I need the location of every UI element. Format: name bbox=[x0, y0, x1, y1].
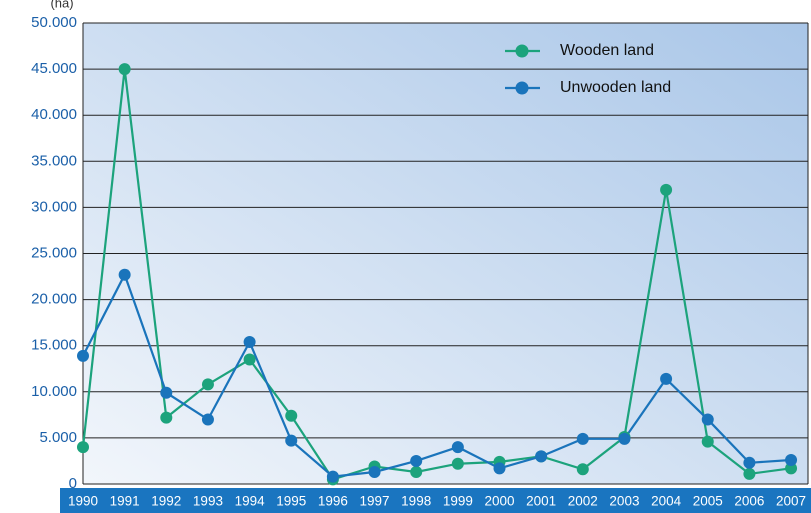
y-axis-unit: (ha) bbox=[50, 0, 73, 10]
point bbox=[785, 454, 798, 467]
x-axis-band bbox=[60, 488, 811, 513]
point bbox=[243, 353, 256, 366]
series-line bbox=[81, 68, 792, 481]
legend-label: Unwooden land bbox=[560, 79, 671, 96]
point bbox=[701, 413, 714, 426]
point bbox=[451, 457, 464, 470]
y-tick-label: 10.000 bbox=[31, 383, 77, 400]
y-tick-label: 0 bbox=[69, 475, 77, 492]
series-line bbox=[82, 271, 792, 478]
x-tick-label: 2002 bbox=[568, 494, 598, 509]
y-tick-label: 5.000 bbox=[39, 429, 77, 446]
point bbox=[160, 386, 173, 399]
x-tick-label: 2000 bbox=[484, 494, 514, 509]
point bbox=[535, 450, 548, 463]
point bbox=[201, 413, 214, 426]
point bbox=[743, 456, 756, 469]
x-tick-label: 2003 bbox=[609, 494, 639, 509]
point bbox=[576, 463, 589, 476]
point bbox=[285, 434, 298, 447]
point bbox=[785, 462, 798, 475]
point bbox=[77, 349, 89, 362]
y-tick-label: 20.000 bbox=[31, 291, 77, 308]
x-tick-label: 2006 bbox=[734, 494, 764, 509]
point bbox=[77, 441, 89, 454]
point bbox=[160, 411, 173, 424]
legend-marker bbox=[515, 81, 529, 95]
x-tick-label: 1999 bbox=[443, 494, 473, 509]
point bbox=[701, 435, 714, 448]
legend-marker bbox=[515, 44, 529, 58]
point bbox=[493, 462, 506, 475]
point bbox=[660, 183, 673, 196]
x-tick-label: 1994 bbox=[235, 494, 266, 509]
x-tick-label: 2004 bbox=[651, 494, 682, 509]
point bbox=[743, 467, 756, 480]
point bbox=[410, 454, 423, 467]
point bbox=[410, 466, 423, 479]
point bbox=[243, 336, 256, 349]
y-tick-label: 45.000 bbox=[31, 60, 77, 77]
point bbox=[451, 441, 464, 454]
x-tick-label: 2001 bbox=[526, 494, 556, 509]
x-tick-label: 1992 bbox=[151, 494, 181, 509]
x-tick-label: 1993 bbox=[193, 494, 223, 509]
y-tick-label: 30.000 bbox=[31, 198, 77, 215]
y-tick-label: 35.000 bbox=[31, 152, 77, 169]
legend-label: Wooden land bbox=[560, 42, 654, 59]
y-tick-label: 50.000 bbox=[31, 14, 77, 31]
point bbox=[576, 432, 589, 445]
point bbox=[285, 409, 298, 422]
x-tick-label: 1998 bbox=[401, 494, 431, 509]
point bbox=[201, 378, 214, 391]
y-tick-label: 40.000 bbox=[31, 106, 77, 123]
x-tick-label: 1996 bbox=[318, 494, 348, 509]
x-tick-label: 2007 bbox=[776, 494, 806, 509]
point bbox=[118, 63, 131, 76]
x-tick-label: 1995 bbox=[276, 494, 306, 509]
x-tick-label: 1997 bbox=[360, 494, 390, 509]
point bbox=[326, 470, 339, 483]
x-tick-label: 1991 bbox=[110, 494, 140, 509]
y-tick-label: 25.000 bbox=[31, 244, 77, 261]
x-tick-label: 2005 bbox=[693, 494, 723, 509]
point bbox=[118, 268, 131, 281]
y-tick-label: 15.000 bbox=[31, 337, 77, 354]
point bbox=[368, 466, 381, 479]
x-tick-label: 1990 bbox=[68, 494, 98, 509]
point bbox=[660, 372, 673, 385]
point bbox=[618, 432, 631, 445]
